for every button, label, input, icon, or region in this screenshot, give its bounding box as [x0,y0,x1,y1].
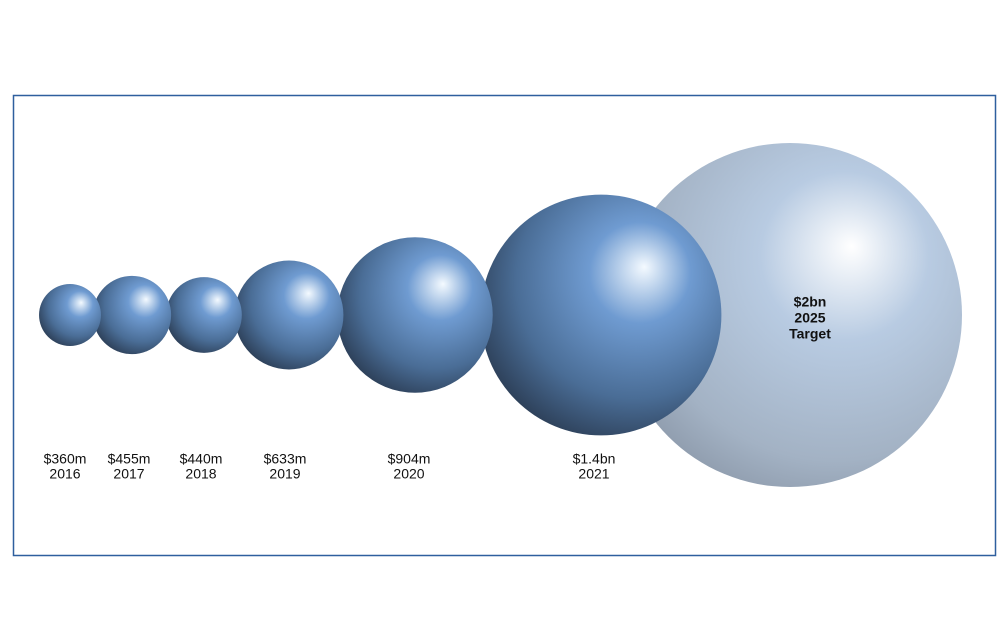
category-label: 2020 [393,466,424,482]
category-label: 2017 [113,466,144,482]
value-label: $2bn [794,294,827,310]
bubble [480,194,722,436]
target-bubble [618,143,962,487]
category-label: 2025 [794,310,825,326]
category-label: 2021 [578,466,609,482]
value-label: $904m [388,451,431,467]
category-label: 2018 [185,466,216,482]
bubble [92,275,172,355]
category-label: 2019 [269,466,300,482]
value-label: $1.4bn [573,451,616,467]
category-label: 2016 [49,466,80,482]
value-label: $633m [264,451,307,467]
value-label: $440m [180,451,223,467]
bubble [166,277,242,353]
value-label: $360m [44,451,87,467]
bubble [337,237,493,393]
value-label: $455m [108,451,151,467]
bubble [234,260,344,370]
target-label: Target [789,326,831,342]
bubble [39,284,101,346]
